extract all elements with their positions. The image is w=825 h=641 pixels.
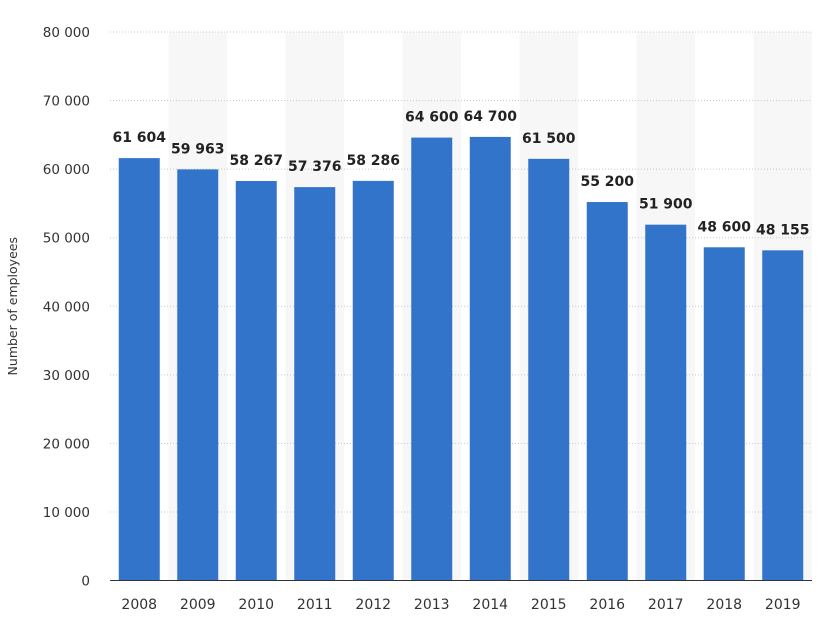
bar-2016[interactable]	[586, 202, 628, 581]
value-label: 58 267	[229, 153, 283, 169]
y-tick-label: 60 000	[43, 162, 90, 178]
bar-2013[interactable]	[411, 137, 453, 581]
bar-2009[interactable]	[177, 169, 219, 581]
value-label: 61 500	[522, 131, 576, 147]
y-tick-label: 30 000	[43, 368, 90, 384]
x-tick-label: 2011	[297, 597, 333, 613]
value-label: 57 376	[288, 159, 342, 175]
bar-2012[interactable]	[352, 180, 394, 581]
x-tick-label: 2015	[531, 597, 567, 613]
value-label: 59 963	[171, 141, 225, 157]
y-tick-label: 20 000	[43, 436, 90, 452]
y-tick-label: 70 000	[43, 94, 90, 110]
x-tick-label: 2014	[472, 597, 508, 613]
value-label: 48 600	[697, 219, 751, 235]
bar-2019[interactable]	[762, 250, 804, 581]
bar-2014[interactable]	[469, 136, 511, 581]
y-tick-label: 50 000	[43, 231, 90, 247]
x-tick-label: 2010	[238, 597, 274, 613]
bar-2011[interactable]	[294, 187, 336, 581]
x-tick-label: 2013	[414, 597, 450, 613]
x-tick-label: 2019	[765, 597, 801, 613]
y-tick-label: 10 000	[43, 505, 90, 521]
value-label: 55 200	[580, 174, 634, 190]
bar-2015[interactable]	[528, 158, 570, 581]
bars	[118, 136, 804, 581]
value-label: 64 700	[463, 109, 517, 125]
y-axis-ticks: 0 10 000 20 000 30 000 40 000 50 000 60 000 70 …	[43, 25, 90, 590]
bar-2017[interactable]	[645, 224, 687, 581]
x-tick-label: 2017	[648, 597, 684, 613]
value-label: 48 155	[756, 222, 810, 238]
y-tick-label: 80 000	[43, 25, 90, 41]
bar-2008[interactable]	[118, 158, 160, 581]
y-tick-label: 0	[81, 574, 90, 590]
value-label: 64 600	[405, 110, 459, 126]
value-label: 51 900	[639, 197, 693, 213]
y-tick-label: 40 000	[43, 299, 90, 315]
x-tick-label: 2009	[180, 597, 216, 613]
gridlines	[110, 31, 812, 513]
value-label: 58 286	[346, 153, 400, 169]
value-label: 61 604	[112, 130, 166, 146]
x-tick-label: 2016	[589, 597, 625, 613]
x-tick-label: 2008	[121, 597, 157, 613]
x-tick-label: 2018	[706, 597, 742, 613]
bar-2018[interactable]	[703, 247, 745, 581]
bar-2010[interactable]	[235, 181, 277, 581]
x-tick-label: 2012	[355, 597, 391, 613]
y-axis-label: Number of employees	[5, 237, 20, 375]
x-axis-ticks: 2008 2009 2010 2011 2012 2013 2014 2015 2016 2017…	[121, 597, 800, 613]
